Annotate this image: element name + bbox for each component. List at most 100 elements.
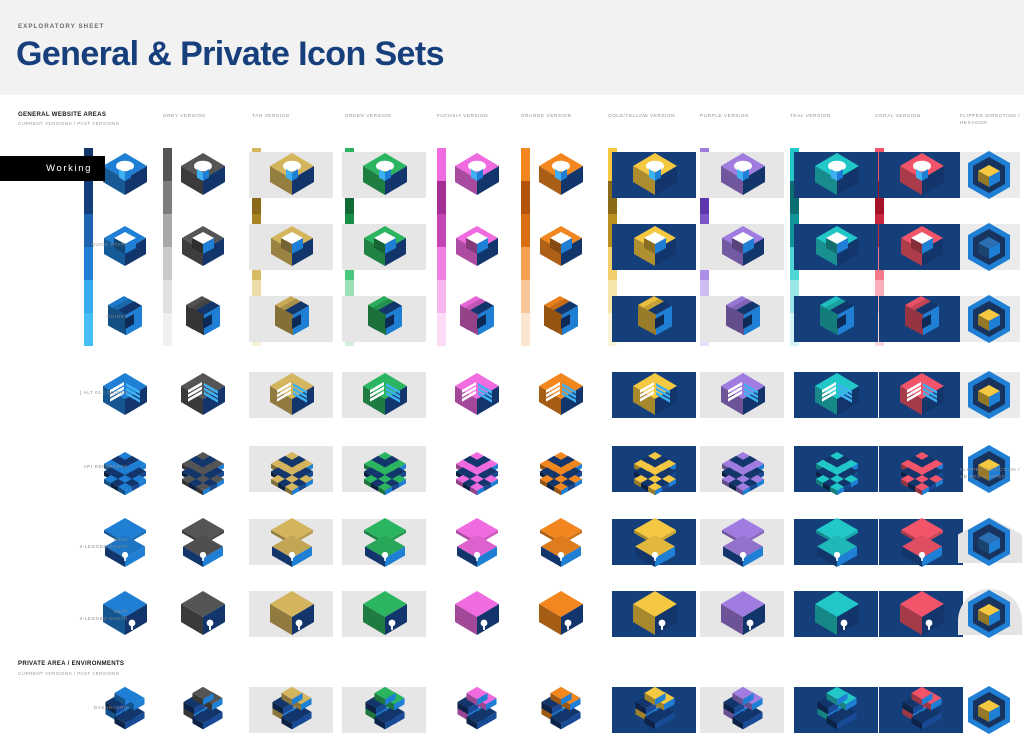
icon-altguides-tan[interactable] [265, 368, 319, 422]
icon-quickstart-gold[interactable] [628, 220, 682, 274]
icon-oauth3-teal[interactable] [810, 587, 864, 641]
icon-dashboard-tan[interactable] [265, 683, 319, 737]
icon-working-green[interactable] [358, 148, 412, 202]
working-status-flag[interactable]: Working [0, 156, 105, 181]
icon-quickstart-coral[interactable] [895, 220, 949, 274]
column-header-current: GENERAL WEBSITE AREAS CURRENT VERSIONS / … [18, 111, 119, 127]
icon-guides-teal[interactable] [810, 292, 864, 346]
icon-oauth2-coral[interactable] [895, 515, 949, 569]
icon-altguides-coral[interactable] [895, 368, 949, 422]
icon-quickstart-orange[interactable] [534, 220, 588, 274]
icon-dashboard-purple[interactable] [716, 683, 770, 737]
icon-working-tan[interactable] [265, 148, 319, 202]
icon-apiref-tan[interactable] [265, 442, 319, 496]
icon-guides-green[interactable] [358, 292, 412, 346]
icon-altguides-teal[interactable] [810, 368, 864, 422]
icon-dashboard-coral[interactable] [895, 683, 949, 737]
icon-oauth3-orange[interactable] [534, 587, 588, 641]
icon-working-orange[interactable] [534, 148, 588, 202]
icon-dashboard-gold[interactable] [628, 683, 682, 737]
icon-altguides-green[interactable] [358, 368, 412, 422]
icon-oauth2-tan[interactable] [265, 515, 319, 569]
icon-flipped-hexagon-2[interactable] [962, 292, 1016, 346]
icon-apiref-current[interactable] [98, 442, 152, 496]
icon-altguides-orange[interactable] [534, 368, 588, 422]
section-label-private: PRIVATE AREA / ENVIRONMENTS CURRENT VERS… [18, 660, 124, 678]
icon-guides-coral[interactable] [895, 292, 949, 346]
icon-apiref-purple[interactable] [716, 442, 770, 496]
icon-altguides-grey[interactable] [176, 368, 230, 422]
icon-apiref-green[interactable] [358, 442, 412, 496]
section-subtitle: CURRENT VERSIONS / PAST VERSIONS [18, 120, 120, 126]
icon-quickstart-current[interactable] [98, 220, 152, 274]
icon-oauth3-current[interactable] [98, 587, 152, 641]
column-header-tan: TAN VERSION [252, 113, 290, 118]
icon-oauth3-grey[interactable] [176, 587, 230, 641]
icon-working-coral[interactable] [895, 148, 949, 202]
icon-oauth2-orange[interactable] [534, 515, 588, 569]
icon-guides-gold[interactable] [628, 292, 682, 346]
icon-working-current[interactable] [98, 148, 152, 202]
swatch-orange-2 [521, 181, 530, 214]
column-header-coral: CORAL VERSION [875, 113, 921, 118]
icon-dashboard-grey[interactable] [176, 683, 230, 737]
icon-dashboard-teal[interactable] [810, 683, 864, 737]
icon-flipped-hexagon-0[interactable] [962, 148, 1016, 202]
icon-oauth3-fuchsia[interactable] [450, 587, 504, 641]
icon-altguides-current[interactable] [98, 368, 152, 422]
icon-guides-current[interactable] [98, 292, 152, 346]
icon-altguides-gold[interactable] [628, 368, 682, 422]
icon-altguides-fuchsia[interactable] [450, 368, 504, 422]
icon-oauth3-coral[interactable] [895, 587, 949, 641]
icon-quickstart-teal[interactable] [810, 220, 864, 274]
icon-oauth3-green[interactable] [358, 587, 412, 641]
icon-working-gold[interactable] [628, 148, 682, 202]
icon-quickstart-fuchsia[interactable] [450, 220, 504, 274]
icon-flipped-hexagon-1[interactable] [962, 220, 1016, 274]
icon-oauth3-tan[interactable] [265, 587, 319, 641]
icon-flipped-hexagon-3[interactable] [962, 368, 1016, 422]
icon-working-fuchsia[interactable] [450, 148, 504, 202]
icon-guides-grey[interactable] [176, 292, 230, 346]
icon-flipped-hexagon-4[interactable] [962, 442, 1016, 496]
swatch-fuchsia-5 [437, 280, 446, 313]
icon-apiref-fuchsia[interactable] [450, 442, 504, 496]
icon-quickstart-grey[interactable] [176, 220, 230, 274]
icon-guides-purple[interactable] [716, 292, 770, 346]
icon-working-teal[interactable] [810, 148, 864, 202]
icon-dashboard-current[interactable] [98, 683, 152, 737]
icon-apiref-orange[interactable] [534, 442, 588, 496]
column-header-teal: TEAL VERSION [790, 113, 831, 118]
section-title: PRIVATE AREA / ENVIRONMENTS [18, 660, 125, 667]
icon-flipped-hexagon-5[interactable] [962, 515, 1016, 569]
icon-dashboard-green[interactable] [358, 683, 412, 737]
icon-oauth2-fuchsia[interactable] [450, 515, 504, 569]
icon-oauth2-gold[interactable] [628, 515, 682, 569]
icon-dashboard-orange[interactable] [534, 683, 588, 737]
icon-apiref-grey[interactable] [176, 442, 230, 496]
icon-quickstart-green[interactable] [358, 220, 412, 274]
icon-quickstart-purple[interactable] [716, 220, 770, 274]
icon-apiref-gold[interactable] [628, 442, 682, 496]
icon-oauth2-green[interactable] [358, 515, 412, 569]
icon-guides-orange[interactable] [534, 292, 588, 346]
working-status-label: Working [46, 163, 92, 174]
icon-guides-fuchsia[interactable] [450, 292, 504, 346]
icon-working-purple[interactable] [716, 148, 770, 202]
icon-guides-tan[interactable] [265, 292, 319, 346]
icon-apiref-coral[interactable] [895, 442, 949, 496]
icon-flipped-hexagon-7[interactable] [962, 683, 1016, 737]
icon-dashboard-fuchsia[interactable] [450, 683, 504, 737]
icon-apiref-teal[interactable] [810, 442, 864, 496]
icon-oauth2-teal[interactable] [810, 515, 864, 569]
icon-oauth2-current[interactable] [98, 515, 152, 569]
icon-flipped-hexagon-6[interactable] [962, 587, 1016, 641]
icon-quickstart-tan[interactable] [265, 220, 319, 274]
icon-altguides-purple[interactable] [716, 368, 770, 422]
icon-working-grey[interactable] [176, 148, 230, 202]
icon-oauth3-gold[interactable] [628, 587, 682, 641]
row-label-quickstart: QUICK START [91, 242, 128, 247]
icon-oauth2-purple[interactable] [716, 515, 770, 569]
icon-oauth3-purple[interactable] [716, 587, 770, 641]
icon-oauth2-grey[interactable] [176, 515, 230, 569]
